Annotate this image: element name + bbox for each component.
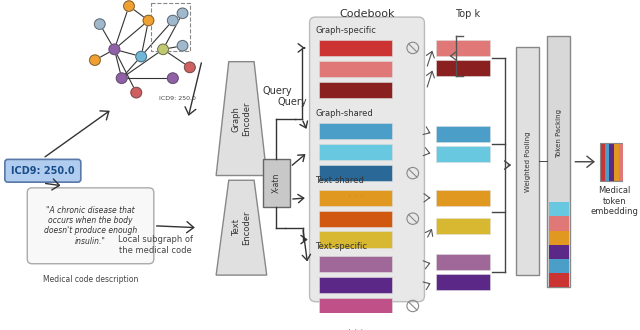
Bar	[319, 82, 392, 98]
Bar	[263, 159, 290, 207]
Bar	[605, 143, 609, 181]
FancyBboxPatch shape	[5, 159, 81, 182]
Circle shape	[143, 15, 154, 26]
Text: Graph
Encoder: Graph Encoder	[232, 101, 251, 136]
Bar	[436, 254, 490, 270]
Text: Graph-shared: Graph-shared	[316, 109, 373, 118]
Circle shape	[116, 73, 127, 83]
Bar	[319, 61, 392, 77]
Text: . . .: . . .	[348, 105, 364, 115]
Text: Text
Encoder: Text Encoder	[232, 211, 251, 245]
Text: "A chronic disease that
occurs when the body
doesn't produce enough
insulin.": "A chronic disease that occurs when the …	[44, 206, 137, 246]
Text: Token Packing: Token Packing	[556, 109, 562, 158]
Bar	[549, 202, 568, 216]
Bar	[319, 165, 392, 181]
Bar	[549, 273, 568, 287]
Text: Weighted Pooling: Weighted Pooling	[525, 131, 531, 191]
Text: Text-specific: Text-specific	[316, 242, 367, 251]
FancyBboxPatch shape	[28, 188, 154, 264]
Bar	[319, 40, 392, 56]
Text: Graph-specific: Graph-specific	[316, 26, 376, 35]
Text: . . .: . . .	[348, 255, 364, 265]
Circle shape	[157, 44, 168, 54]
Circle shape	[95, 19, 105, 29]
Bar	[600, 143, 629, 181]
Bar	[547, 36, 570, 287]
Text: Local subgraph of
the medical code: Local subgraph of the medical code	[118, 235, 193, 255]
Circle shape	[177, 41, 188, 51]
Bar	[436, 218, 490, 234]
Circle shape	[131, 87, 141, 98]
Circle shape	[136, 51, 147, 62]
Text: Medical
token
embedding: Medical token embedding	[590, 186, 638, 216]
Bar	[319, 190, 392, 206]
Text: X-atn: X-atn	[272, 173, 281, 193]
Bar	[319, 298, 392, 314]
Circle shape	[177, 8, 188, 18]
Text: ICD9: 250.0: ICD9: 250.0	[11, 166, 75, 176]
Circle shape	[184, 62, 195, 73]
Bar	[614, 143, 619, 181]
Text: . . .: . . .	[348, 322, 364, 330]
Text: Top k: Top k	[454, 10, 480, 19]
Circle shape	[168, 15, 178, 26]
Text: Medical code description: Medical code description	[43, 275, 138, 284]
Circle shape	[168, 73, 178, 83]
Bar	[549, 259, 568, 273]
Bar	[436, 40, 490, 56]
Text: Text-shared: Text-shared	[316, 176, 364, 184]
Circle shape	[109, 44, 120, 54]
Text: . . .: . . .	[348, 189, 364, 199]
Circle shape	[90, 55, 100, 65]
FancyBboxPatch shape	[310, 17, 424, 302]
Bar	[319, 144, 392, 160]
Bar	[619, 143, 624, 181]
Text: ICD9: 250.0: ICD9: 250.0	[159, 96, 196, 101]
Bar	[436, 126, 490, 142]
Bar	[319, 231, 392, 248]
Bar	[624, 143, 629, 181]
Bar	[600, 143, 605, 181]
Bar	[151, 3, 190, 51]
Bar	[549, 216, 568, 231]
Polygon shape	[216, 180, 267, 275]
Bar	[549, 231, 568, 245]
Bar	[436, 146, 490, 162]
Bar	[319, 211, 392, 227]
Bar	[436, 60, 490, 76]
Circle shape	[124, 1, 134, 11]
Bar	[549, 245, 568, 259]
Polygon shape	[216, 62, 267, 176]
Bar	[436, 274, 490, 290]
Text: Query: Query	[277, 97, 307, 108]
Bar	[319, 256, 392, 272]
Text: Query: Query	[262, 86, 292, 96]
Bar	[609, 143, 614, 181]
Text: Codebook: Codebook	[339, 10, 395, 19]
Bar	[319, 277, 392, 293]
Bar	[436, 190, 490, 206]
Bar	[319, 123, 392, 140]
Bar	[516, 48, 540, 275]
